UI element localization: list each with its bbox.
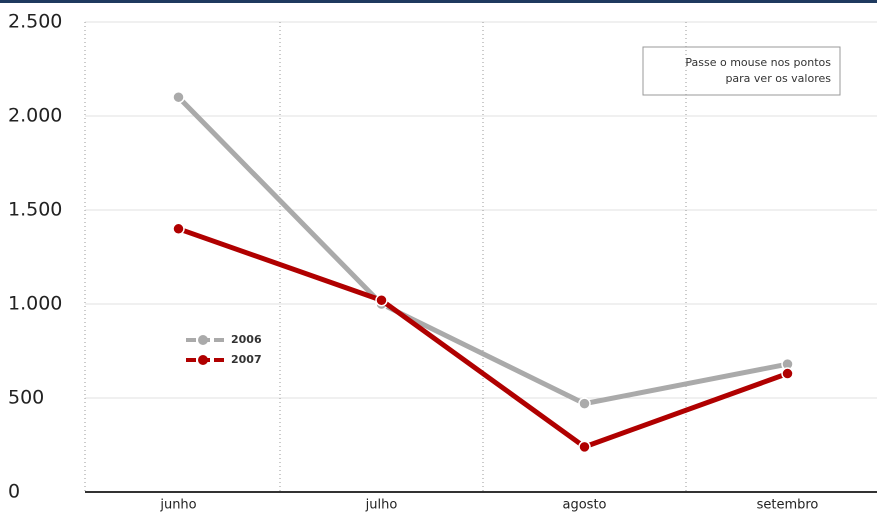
x-tick-label: agosto	[563, 498, 607, 513]
data-point[interactable]	[578, 397, 591, 410]
note-line: para ver os valores	[725, 72, 831, 85]
x-tick-label: junho	[159, 498, 196, 513]
data-point[interactable]	[578, 440, 591, 454]
x-tick-label: setembro	[757, 498, 819, 513]
data-point[interactable]	[172, 222, 185, 236]
note-box	[642, 46, 841, 96]
legend-label: 2006	[231, 333, 262, 346]
top-bar	[0, 0, 877, 3]
series-line	[177, 226, 789, 450]
y-tick-label: 2.000	[8, 105, 62, 127]
legend-dot	[198, 355, 208, 365]
data-point[interactable]	[375, 293, 388, 307]
y-tick-label: 2.500	[8, 11, 62, 33]
data-point[interactable]	[172, 90, 185, 104]
y-tick-label: 0	[8, 481, 20, 503]
y-tick-label: 500	[8, 387, 44, 409]
note-line: Passe o mouse nos pontos	[685, 56, 831, 69]
legend-label: 2007	[231, 353, 262, 366]
data-point[interactable]	[781, 367, 794, 380]
legend-dot	[198, 335, 208, 345]
y-tick-label: 1.000	[8, 293, 62, 315]
x-tick-label: julho	[365, 498, 398, 513]
y-tick-label: 1.500	[8, 199, 62, 221]
series-line	[176, 95, 788, 407]
